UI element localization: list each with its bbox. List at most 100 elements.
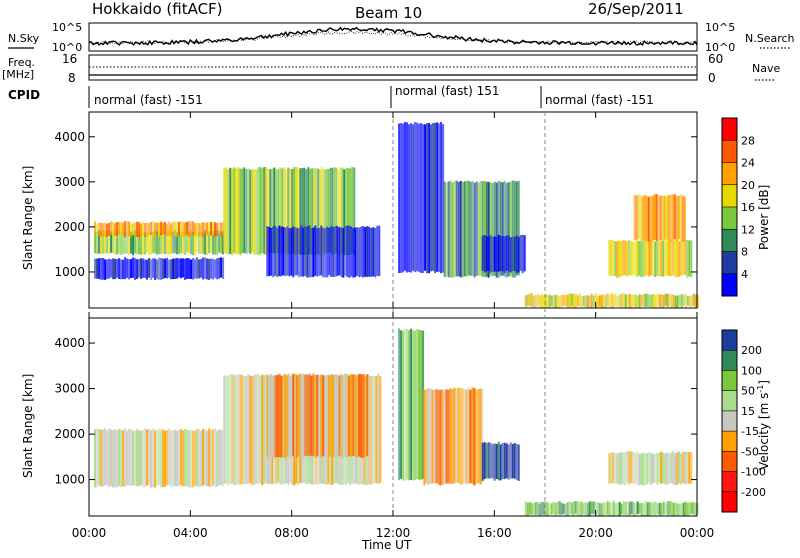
scatter-strip — [306, 374, 309, 456]
scatter-strip — [686, 503, 689, 516]
scatter-strip — [646, 293, 649, 307]
colorbar-tick-label: 20 — [741, 179, 755, 192]
scatter-strip — [180, 258, 183, 279]
scatter-strip — [223, 167, 226, 253]
scatter-strip — [304, 374, 307, 456]
scatter-strip — [376, 225, 379, 276]
scatter-strip — [366, 226, 369, 277]
scatter-strip — [358, 373, 361, 457]
scatter-strip — [511, 180, 514, 278]
scatter-strip — [261, 374, 264, 486]
scatter-strip — [436, 122, 439, 272]
scatter-strip — [158, 257, 161, 280]
scatter-strip — [263, 375, 266, 484]
scatter-strip — [670, 294, 673, 308]
scatter-strip — [303, 167, 306, 255]
scatter-strip — [295, 167, 298, 254]
scatter-strip — [134, 258, 137, 280]
scatter-strip — [168, 230, 171, 255]
scatter-strip — [447, 389, 450, 484]
power-colorbar-label: Power [dB] — [757, 185, 771, 250]
scatter-strip — [120, 231, 123, 255]
scatter-strip — [574, 501, 577, 514]
scatter-strip — [237, 167, 240, 254]
scatter-strip — [102, 258, 105, 280]
scatter-strip — [116, 222, 119, 236]
scatter-strip — [608, 240, 611, 276]
scatter-strip — [307, 167, 310, 255]
velocity-colorbar-label-end: ] — [757, 380, 771, 385]
scatter-strip — [306, 226, 309, 278]
scatter-strip — [330, 375, 333, 458]
scatter-strip — [120, 259, 123, 280]
scatter-strip — [469, 389, 472, 484]
scatter-strip — [507, 182, 510, 277]
scatter-strip — [325, 169, 328, 253]
scatter-strip — [582, 503, 585, 515]
colorbar-swatch — [722, 410, 737, 432]
scatter-strip — [338, 227, 341, 276]
scatter-strip — [425, 389, 428, 483]
scatter-strip — [678, 295, 681, 306]
scatter-strip — [457, 181, 460, 277]
scatter-strip — [154, 258, 157, 280]
scatter-strip — [674, 240, 677, 277]
scatter-strip — [479, 388, 482, 485]
scatter-strip — [120, 222, 123, 236]
colorbar-tick-label: 200 — [741, 344, 762, 357]
scatter-strip — [360, 373, 363, 458]
scatter-strip — [646, 502, 649, 516]
scatter-strip — [178, 230, 181, 255]
scatter-strip — [455, 388, 458, 484]
scatter-strip — [251, 375, 254, 485]
colorbar-swatch — [722, 390, 737, 411]
colorbar-tick-label: 28 — [741, 134, 755, 147]
scatter-strip — [353, 167, 356, 256]
scatter-strip — [253, 169, 256, 255]
scatter-strip — [220, 231, 223, 254]
scatter-strip — [654, 501, 657, 516]
scatter-strip — [499, 444, 502, 481]
scatter-strip — [408, 330, 411, 481]
scatter-strip — [272, 226, 275, 278]
scatter-strip — [622, 501, 625, 515]
scatter-strip — [245, 376, 248, 485]
scatter-strip — [100, 258, 103, 280]
scatter-strip — [222, 222, 225, 236]
scatter-strip — [442, 124, 445, 273]
scatter-strip — [614, 241, 617, 277]
scatter-strip — [438, 123, 441, 273]
scatter-strip — [602, 294, 605, 309]
scatter-strip — [336, 374, 339, 456]
velocity-colorbar-label-sup: -1 — [756, 385, 765, 393]
scatter-strip — [284, 373, 287, 459]
scatter-strip — [237, 374, 240, 485]
scatter-strip — [447, 181, 450, 278]
scatter-strip — [300, 376, 303, 459]
scatter-strip — [501, 235, 504, 272]
scatter-strip — [274, 226, 277, 276]
scatter-strip — [402, 330, 405, 481]
scatter-strip — [290, 228, 293, 276]
scatter-strip — [225, 167, 228, 254]
scatter-strip — [229, 373, 232, 485]
colorbar-frame — [721, 329, 738, 513]
colorbar-swatch — [722, 118, 737, 141]
scatter-strip — [239, 168, 242, 256]
scatter-strip — [257, 374, 260, 484]
scatter-strip — [311, 168, 314, 255]
scatter-strip — [628, 294, 631, 309]
scatter-strip — [558, 501, 561, 515]
scatter-strip — [475, 389, 478, 484]
scatter-strip — [156, 259, 159, 280]
scatter-strip — [616, 453, 619, 484]
scatter-strip — [661, 195, 664, 242]
scatter-strip — [352, 374, 355, 457]
x-tick-label: 00:00 — [72, 526, 107, 540]
scatter-strip — [576, 501, 579, 516]
colorbar-swatch — [722, 273, 737, 297]
scatter-strip — [690, 452, 693, 485]
scatter-strip — [194, 231, 197, 256]
scatter-strip — [600, 503, 603, 517]
scatter-strip — [100, 429, 103, 487]
